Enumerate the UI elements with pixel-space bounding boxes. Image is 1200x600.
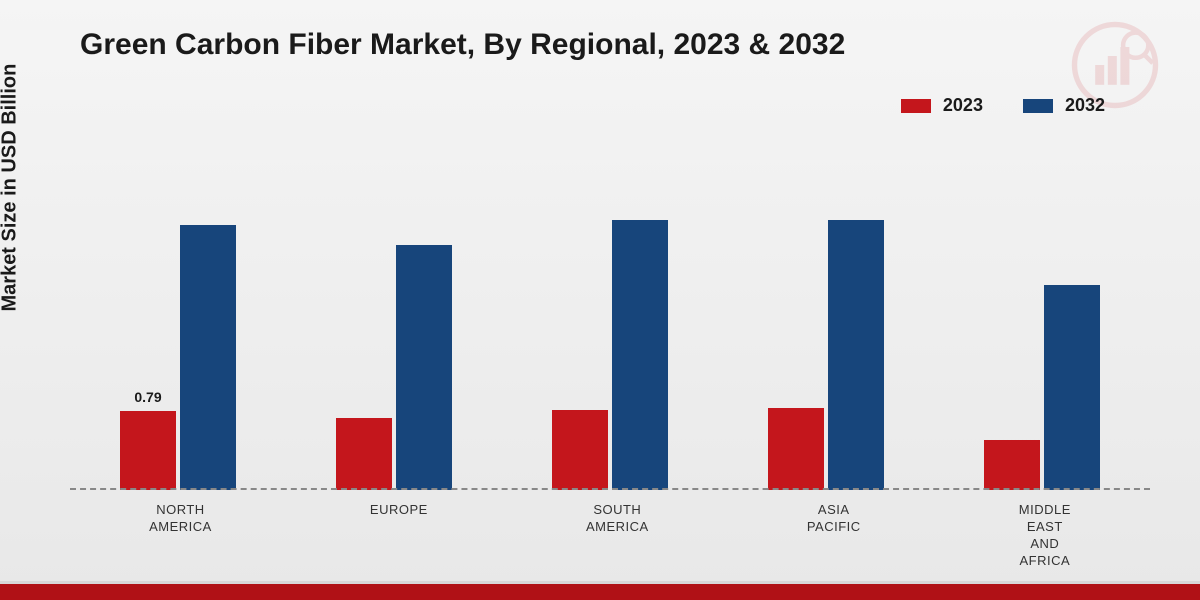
bar-2032 bbox=[180, 225, 236, 490]
legend-label-2032: 2032 bbox=[1065, 95, 1105, 116]
bar-2023: 0.79 bbox=[120, 411, 176, 490]
y-axis-label: Market Size in USD Billion bbox=[0, 64, 22, 312]
bar-group bbox=[984, 285, 1100, 490]
chart-title: Green Carbon Fiber Market, By Regional, … bbox=[80, 28, 845, 62]
legend-swatch-2032 bbox=[1023, 99, 1053, 113]
bar-2032 bbox=[612, 220, 668, 490]
bar-group bbox=[336, 245, 452, 490]
legend-swatch-2023 bbox=[901, 99, 931, 113]
legend-item-2032: 2032 bbox=[1023, 95, 1105, 116]
legend-label-2023: 2023 bbox=[943, 95, 983, 116]
bar-group: 0.79 bbox=[120, 225, 236, 490]
x-axis-category: MIDDLEEASTANDAFRICA bbox=[1019, 502, 1071, 570]
chart-area: 0.79 bbox=[70, 140, 1150, 490]
bar-value-label: 0.79 bbox=[134, 389, 161, 405]
x-axis-category: NORTHAMERICA bbox=[149, 502, 212, 570]
bar-group bbox=[552, 220, 668, 490]
legend-item-2023: 2023 bbox=[901, 95, 983, 116]
baseline bbox=[70, 488, 1150, 490]
x-axis-category: SOUTHAMERICA bbox=[586, 502, 649, 570]
bar-2032 bbox=[396, 245, 452, 490]
bar-groups: 0.79 bbox=[70, 140, 1150, 490]
bar-2023 bbox=[768, 408, 824, 490]
x-axis-labels: NORTHAMERICA EUROPE SOUTHAMERICA ASIAPACIFI… bbox=[70, 502, 1150, 570]
bar-group bbox=[768, 220, 884, 490]
bar-2023 bbox=[552, 410, 608, 490]
bar-2023 bbox=[984, 440, 1040, 490]
legend: 2023 2032 bbox=[901, 95, 1105, 116]
x-axis-category: EUROPE bbox=[370, 502, 428, 570]
bar-2023 bbox=[336, 418, 392, 490]
bottom-brand-bar bbox=[0, 584, 1200, 600]
bar-2032 bbox=[1044, 285, 1100, 490]
bar-2032 bbox=[828, 220, 884, 490]
x-axis-category: ASIAPACIFIC bbox=[807, 502, 861, 570]
